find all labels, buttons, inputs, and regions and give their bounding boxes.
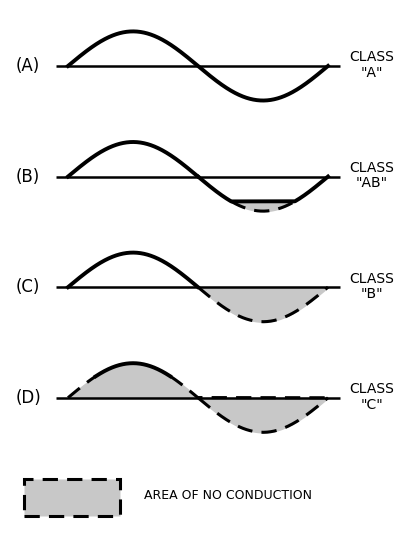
Text: CLASS: CLASS <box>350 50 394 64</box>
Text: "B": "B" <box>361 287 383 301</box>
Text: (D): (D) <box>15 389 41 407</box>
Text: CLASS: CLASS <box>350 161 394 175</box>
Text: (A): (A) <box>16 57 40 75</box>
Text: (B): (B) <box>16 167 40 185</box>
Text: "C": "C" <box>361 398 383 411</box>
Text: "AB": "AB" <box>356 176 388 190</box>
Text: "A": "A" <box>361 66 383 80</box>
Text: AREA OF NO CONDUCTION: AREA OF NO CONDUCTION <box>144 489 312 502</box>
FancyBboxPatch shape <box>24 479 120 516</box>
Text: CLASS: CLASS <box>350 271 394 286</box>
Text: CLASS: CLASS <box>350 382 394 396</box>
Text: (C): (C) <box>16 278 40 296</box>
